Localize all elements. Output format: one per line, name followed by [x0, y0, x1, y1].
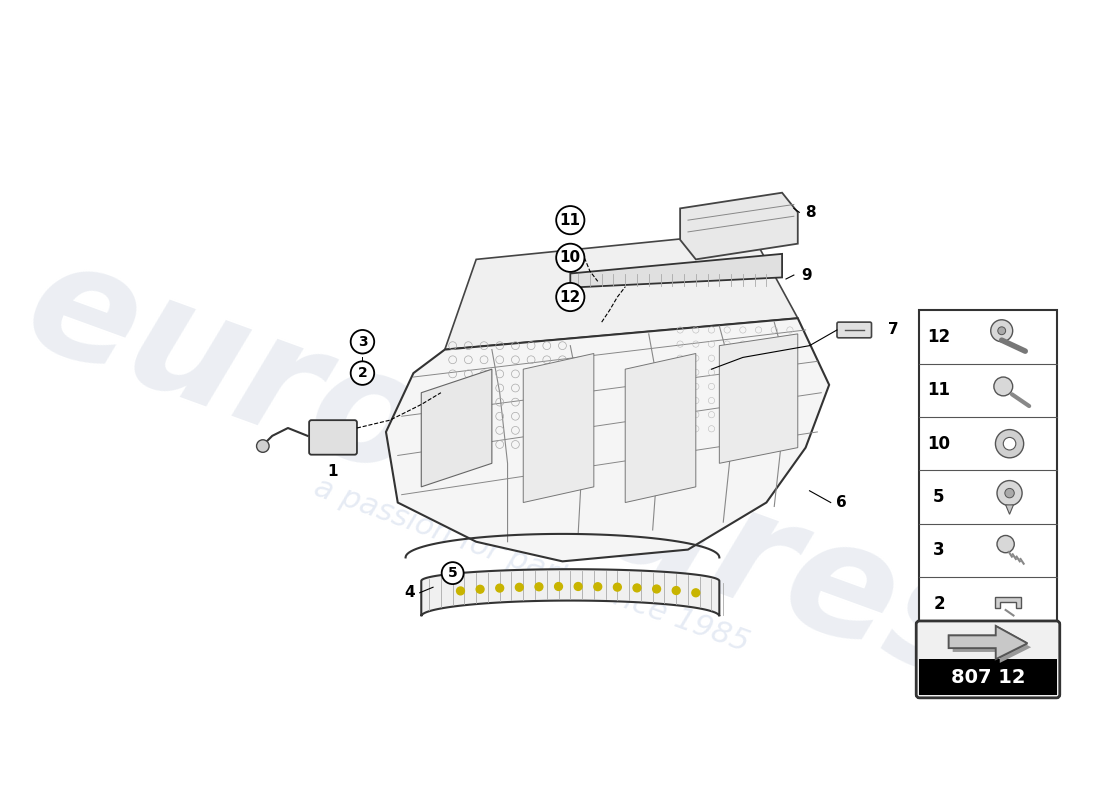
Circle shape: [614, 583, 622, 591]
FancyBboxPatch shape: [920, 659, 1057, 694]
Text: 12: 12: [927, 328, 950, 346]
Circle shape: [991, 320, 1013, 342]
Circle shape: [672, 586, 680, 594]
Text: a passion for parts since 1985: a passion for parts since 1985: [309, 473, 752, 658]
Text: 5: 5: [448, 566, 458, 580]
Text: 4: 4: [404, 586, 415, 600]
Text: 10: 10: [560, 250, 581, 266]
Polygon shape: [625, 354, 696, 502]
Circle shape: [1003, 438, 1015, 450]
Text: 5: 5: [933, 488, 945, 506]
Text: 2: 2: [358, 366, 367, 380]
FancyBboxPatch shape: [920, 310, 1057, 630]
Circle shape: [554, 582, 562, 590]
Circle shape: [994, 377, 1013, 396]
Text: 11: 11: [560, 213, 581, 228]
Polygon shape: [953, 630, 1031, 663]
Polygon shape: [949, 626, 1027, 659]
Text: 11: 11: [927, 382, 950, 399]
Circle shape: [351, 330, 374, 354]
Text: 6: 6: [836, 495, 846, 510]
Circle shape: [557, 244, 584, 272]
Circle shape: [998, 327, 1005, 334]
Circle shape: [496, 584, 504, 592]
Circle shape: [476, 586, 484, 593]
Polygon shape: [421, 369, 492, 487]
Text: 9: 9: [802, 267, 812, 282]
FancyBboxPatch shape: [916, 621, 1059, 698]
Polygon shape: [570, 254, 782, 288]
Circle shape: [351, 362, 374, 385]
Text: 2: 2: [933, 594, 945, 613]
Polygon shape: [1005, 505, 1013, 514]
Polygon shape: [524, 354, 594, 502]
Circle shape: [516, 583, 524, 591]
Circle shape: [256, 440, 270, 452]
FancyBboxPatch shape: [837, 322, 871, 338]
Polygon shape: [996, 598, 1021, 608]
Text: eurospares: eurospares: [7, 226, 1009, 717]
Text: 12: 12: [560, 290, 581, 305]
Circle shape: [557, 283, 584, 311]
Circle shape: [594, 582, 602, 590]
Text: 8: 8: [805, 205, 816, 220]
Polygon shape: [421, 570, 719, 616]
Polygon shape: [719, 334, 797, 463]
Circle shape: [996, 430, 1024, 458]
Text: 1: 1: [328, 464, 338, 478]
FancyBboxPatch shape: [309, 420, 358, 454]
Circle shape: [1004, 489, 1014, 498]
Circle shape: [997, 535, 1014, 553]
Circle shape: [997, 481, 1022, 506]
Polygon shape: [444, 232, 798, 350]
Polygon shape: [680, 193, 798, 259]
Circle shape: [456, 587, 464, 595]
Circle shape: [652, 585, 660, 593]
Circle shape: [634, 584, 641, 592]
Polygon shape: [949, 626, 1027, 659]
Text: 807 12: 807 12: [950, 667, 1025, 686]
Circle shape: [574, 582, 582, 590]
Polygon shape: [386, 318, 829, 562]
Text: 3: 3: [933, 542, 945, 559]
Text: 3: 3: [358, 334, 367, 349]
Circle shape: [442, 562, 463, 584]
Circle shape: [535, 583, 543, 590]
Text: 7: 7: [888, 322, 899, 338]
Circle shape: [692, 589, 700, 597]
Circle shape: [557, 206, 584, 234]
Text: 10: 10: [927, 434, 950, 453]
